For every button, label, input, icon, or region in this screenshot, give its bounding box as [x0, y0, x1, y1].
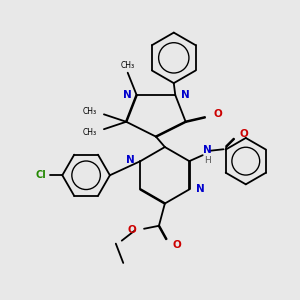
Text: CH₃: CH₃ — [82, 107, 97, 116]
Text: O: O — [214, 109, 223, 119]
Text: N: N — [122, 90, 131, 100]
Text: CH₃: CH₃ — [82, 128, 97, 137]
Text: N: N — [203, 145, 212, 155]
Text: N: N — [181, 90, 189, 100]
Text: N: N — [126, 155, 135, 165]
Text: CH₃: CH₃ — [121, 61, 135, 70]
Text: O: O — [172, 240, 181, 250]
Text: O: O — [240, 129, 249, 140]
Text: N: N — [196, 184, 205, 194]
Text: Cl: Cl — [35, 170, 46, 180]
Text: H: H — [204, 156, 211, 165]
Text: O: O — [128, 225, 136, 235]
